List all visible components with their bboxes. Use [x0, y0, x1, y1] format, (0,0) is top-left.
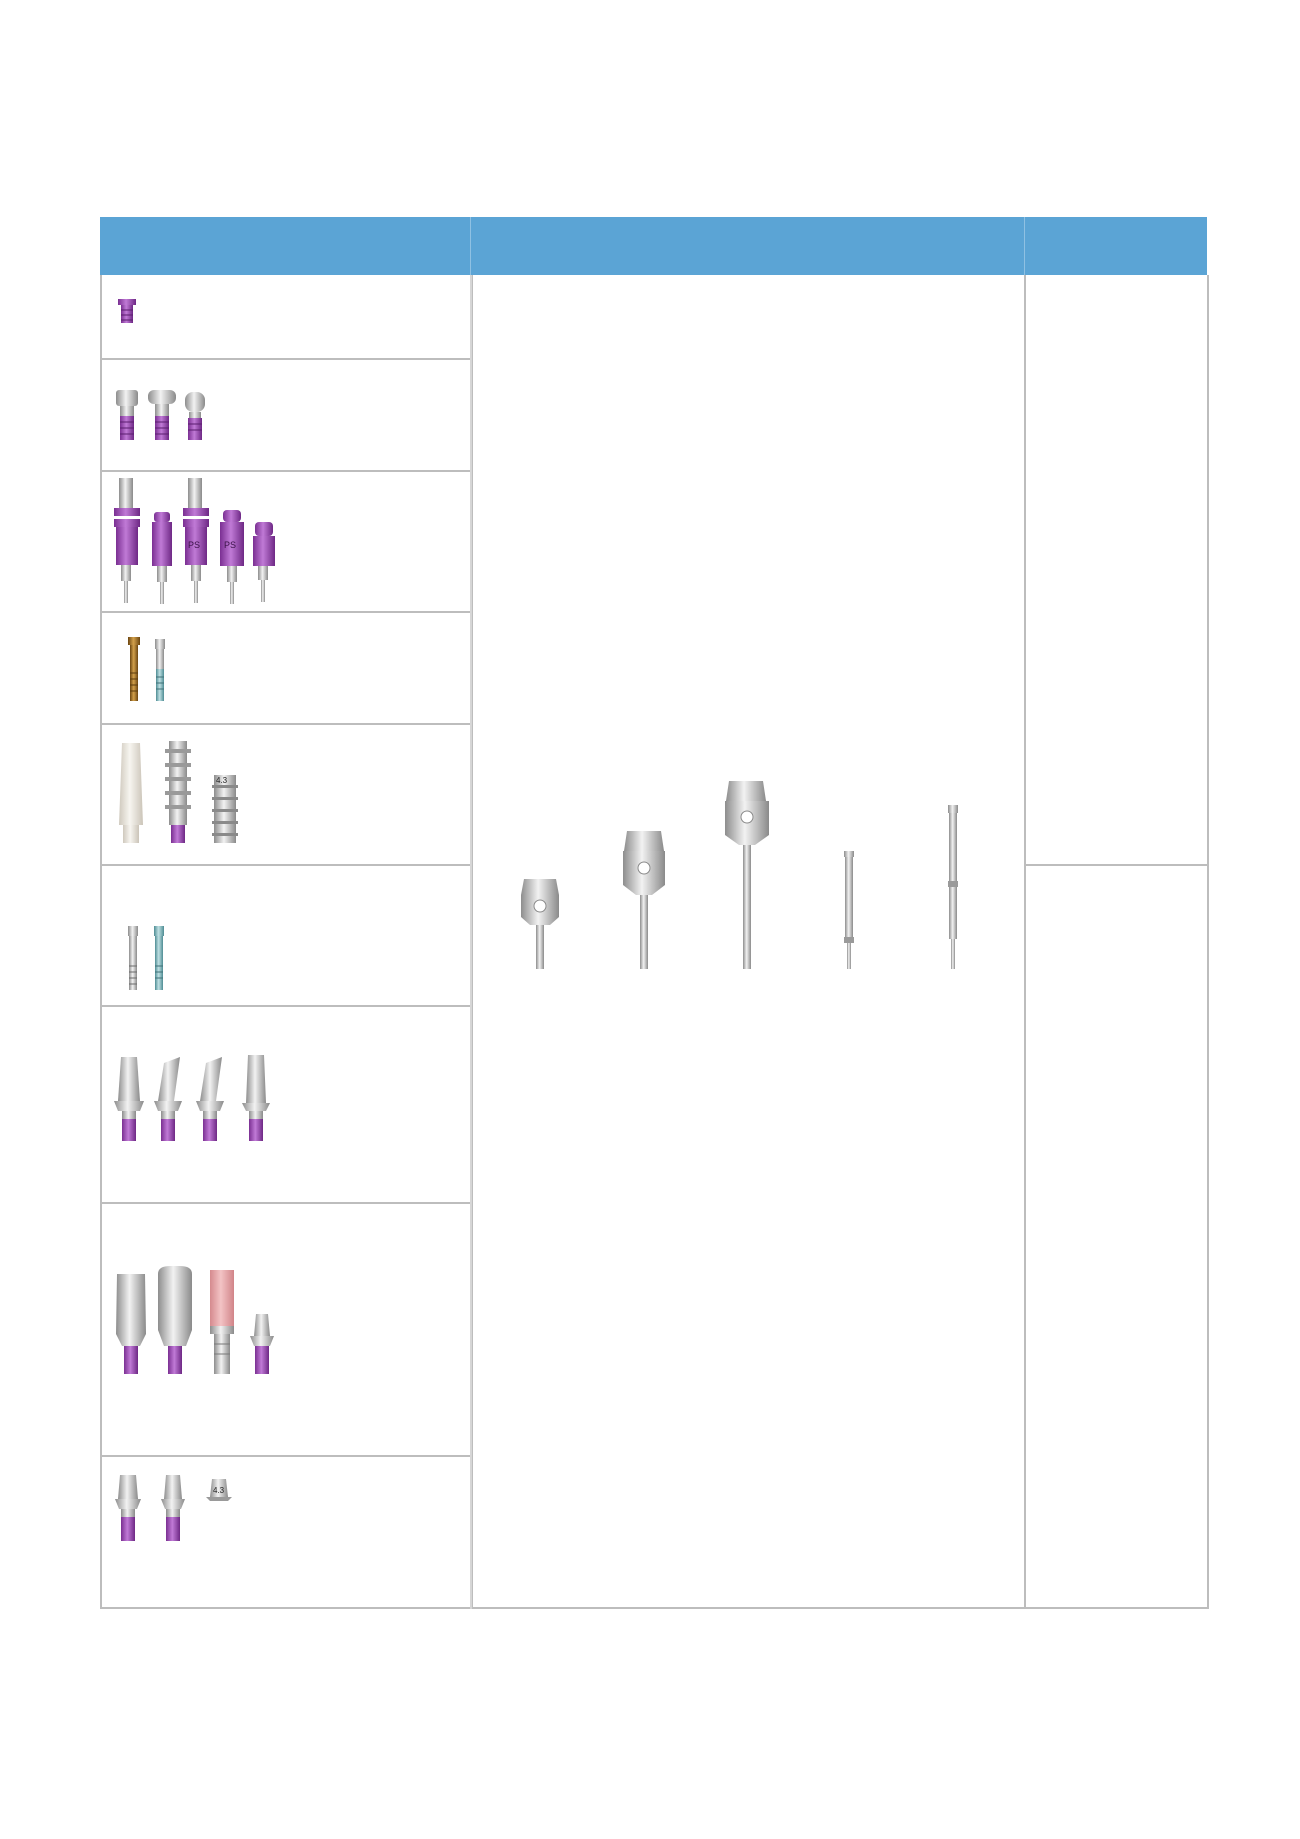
column-divider: [470, 275, 472, 1609]
header-cell-1: [100, 217, 471, 275]
table-row: PS PS: [100, 472, 473, 613]
table-row: [100, 360, 473, 472]
component-table: PS PS: [100, 217, 1209, 1609]
long-driver-icon: [725, 781, 769, 969]
impression-coping-icon: PS PS: [114, 478, 275, 604]
header-cell-2: [471, 217, 1025, 275]
notes-column: [1024, 275, 1209, 1609]
table-header: [100, 217, 1207, 275]
table-row: [100, 275, 473, 360]
label-ps: PS: [224, 540, 236, 550]
table-row: 4.3: [100, 725, 473, 866]
table-row: 4.3: [100, 1457, 473, 1609]
driver-tools-cell: [470, 275, 1024, 1609]
notes-cell-bottom: [1024, 866, 1209, 1609]
angled-abutment-icon: [114, 1055, 270, 1141]
table-row: [100, 613, 473, 725]
hand-driver-short-icon: [844, 851, 854, 969]
table-row: [100, 866, 473, 1007]
abutment-screw-icon: [128, 637, 165, 701]
base-abutment-icon: 4.3: [115, 1475, 232, 1541]
cover-screw-icon: [118, 299, 136, 323]
table-row: [100, 1204, 473, 1457]
product-image-column: PS PS: [100, 275, 473, 1609]
label-43: 4.3: [216, 776, 228, 785]
lab-screw-icon: [128, 926, 164, 990]
label-43: 4.3: [213, 1486, 225, 1495]
header-cell-3: [1025, 217, 1207, 275]
cementable-abutment-icon: [116, 1266, 274, 1374]
table-row: [100, 1007, 473, 1204]
short-driver-icon: [521, 879, 559, 969]
driver-tools-icon: [521, 781, 958, 969]
medium-driver-icon: [623, 831, 665, 969]
label-ps: PS: [188, 540, 200, 550]
notes-cell-top: [1024, 275, 1209, 866]
hand-driver-long-icon: [948, 805, 958, 969]
temporary-abutment-icon: 4.3: [119, 741, 238, 843]
healing-abutment-icon: [116, 390, 205, 440]
